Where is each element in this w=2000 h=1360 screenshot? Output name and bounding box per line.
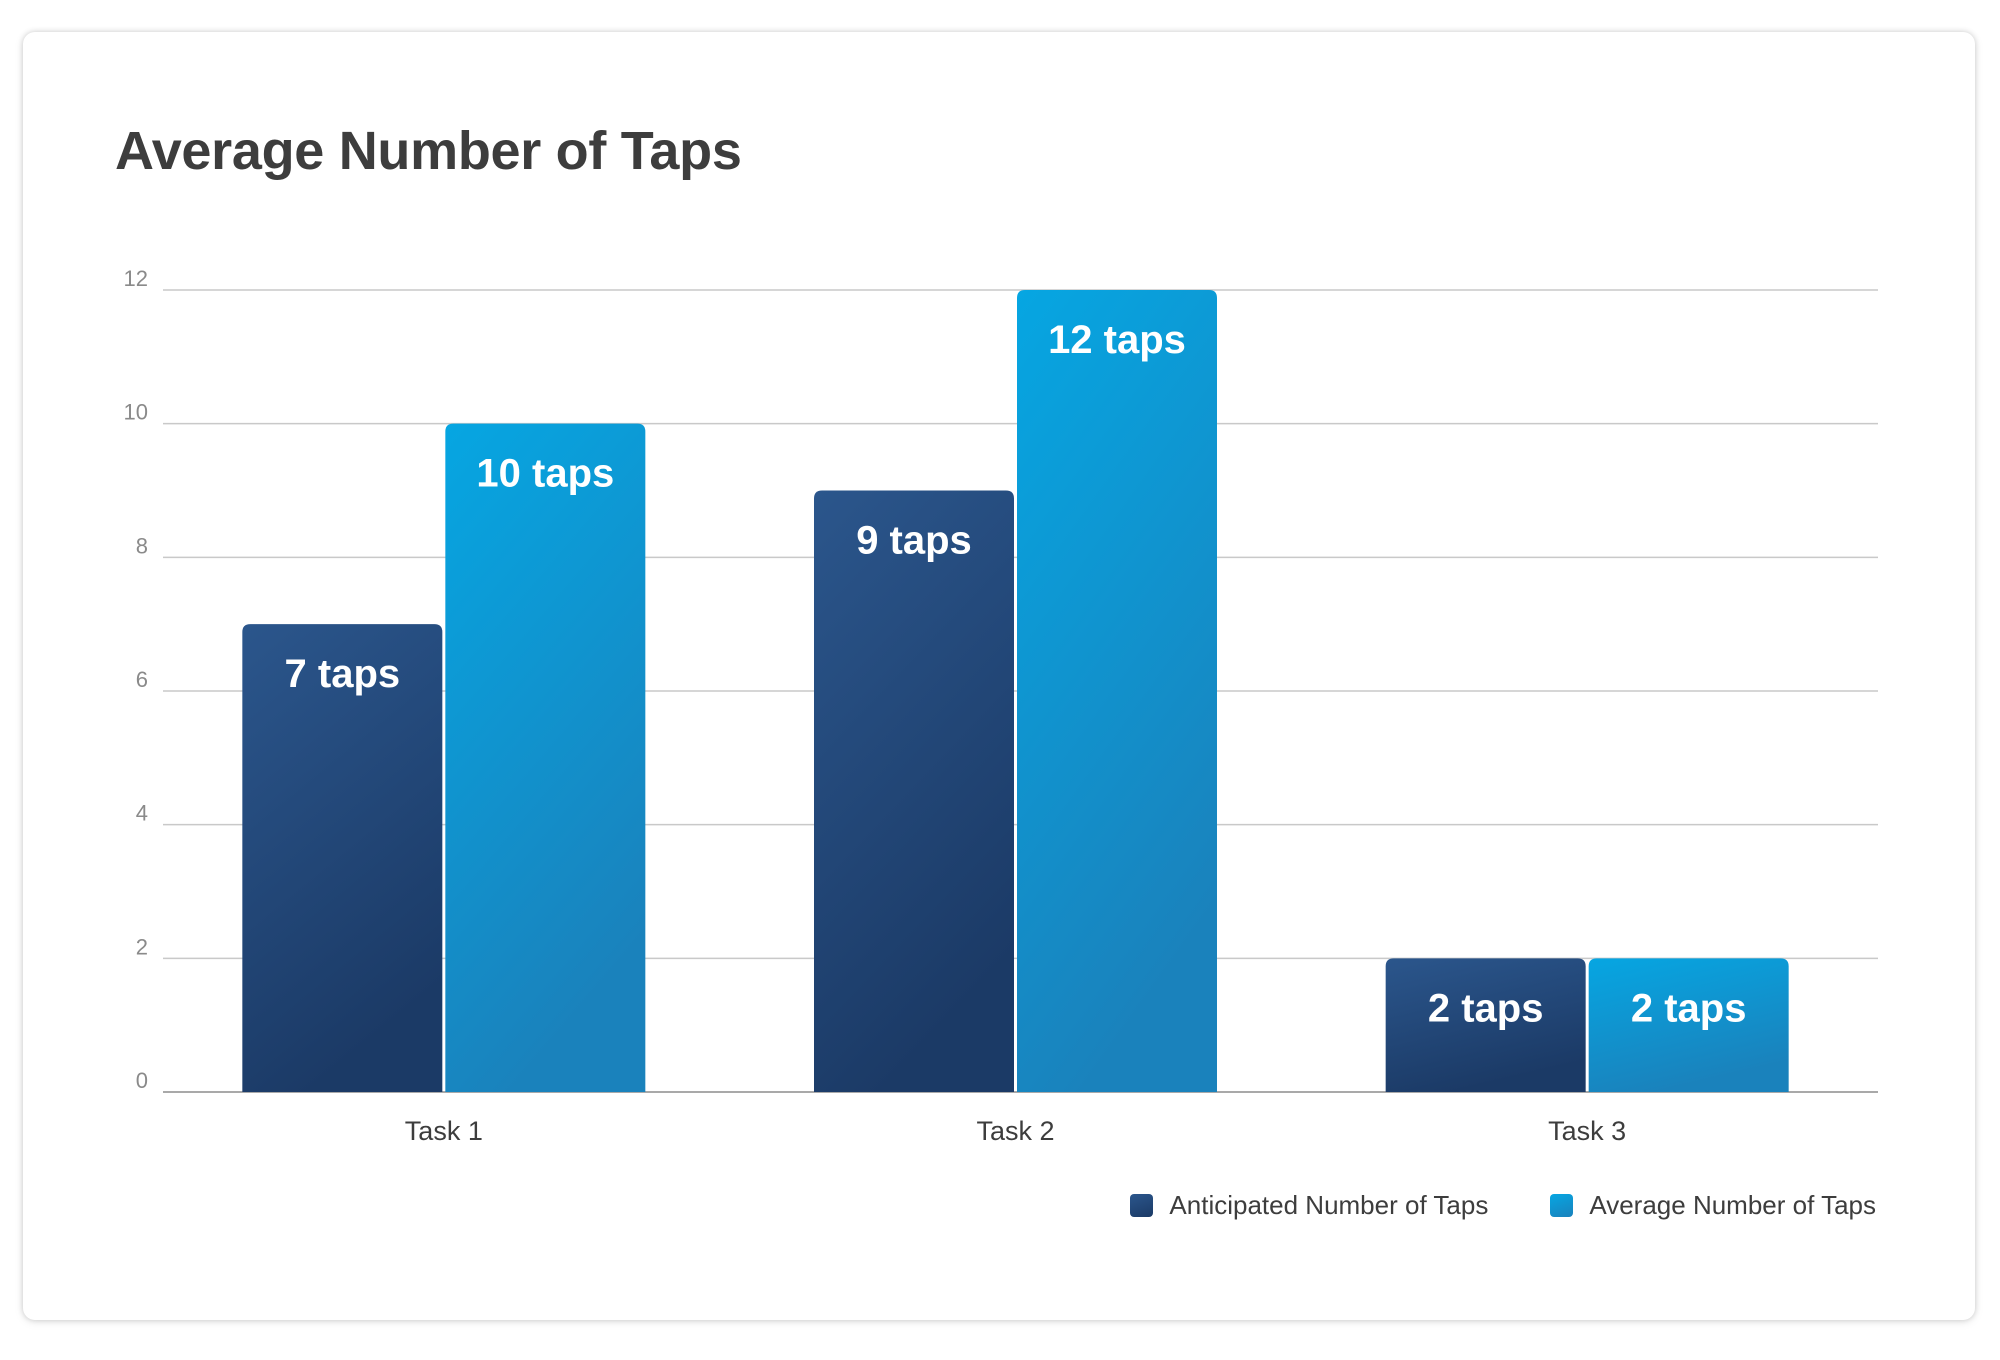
bar-label-anticipated-task-3: 2 taps	[1428, 986, 1544, 1030]
y-axis-ticks: 0 2 4 6 8 10 12	[124, 266, 148, 1093]
legend-swatch-average	[1550, 1194, 1574, 1217]
bar-label-average-task-3: 2 taps	[1631, 986, 1747, 1030]
bar-anticipated-task-2	[814, 490, 1014, 1092]
bar-label-anticipated-task-2: 9 taps	[856, 519, 972, 563]
bar-average-task-2	[1017, 290, 1217, 1092]
x-tick-label: Task 1	[405, 1116, 483, 1146]
bar-anticipated-task-1	[242, 624, 443, 1092]
chart-title: Average Number of Taps	[115, 121, 742, 181]
bar-label-average-task-1: 10 taps	[476, 452, 614, 496]
x-axis-ticks: Task 1 Task 2 Task 3	[405, 1116, 1626, 1146]
legend-label-average: Average Number of Taps	[1589, 1190, 1876, 1220]
bar-average-task-1	[445, 423, 646, 1093]
legend: Anticipated Number of Taps Average Numbe…	[1130, 1190, 1876, 1221]
bar-label-anticipated-task-1: 7 taps	[285, 652, 401, 696]
legend-label-anticipated: Anticipated Number of Taps	[1169, 1190, 1489, 1220]
y-tick-label: 0	[136, 1068, 148, 1093]
x-tick-label: Task 3	[1548, 1116, 1626, 1146]
y-tick-label: 6	[136, 667, 148, 692]
bar-anticipated-task-3	[1385, 958, 1586, 1092]
bars	[242, 290, 1789, 1093]
y-tick-label: 8	[136, 533, 148, 558]
bar-label-average-task-2: 12 taps	[1048, 318, 1186, 362]
legend-item-average: Average Number of Taps	[1550, 1190, 1876, 1221]
legend-item-anticipated: Anticipated Number of Taps	[1130, 1190, 1488, 1221]
bar-average-task-3	[1588, 958, 1789, 1092]
y-tick-label: 12	[124, 266, 148, 291]
x-tick-label: Task 2	[976, 1116, 1054, 1146]
y-tick-label: 10	[124, 400, 148, 425]
y-tick-label: 4	[136, 801, 148, 826]
legend-swatch-anticipated	[1130, 1194, 1154, 1217]
bar-labels: 7 taps 10 taps 9 taps 12 taps 2 taps 2 taps	[285, 318, 1747, 1030]
y-tick-label: 2	[136, 934, 148, 959]
